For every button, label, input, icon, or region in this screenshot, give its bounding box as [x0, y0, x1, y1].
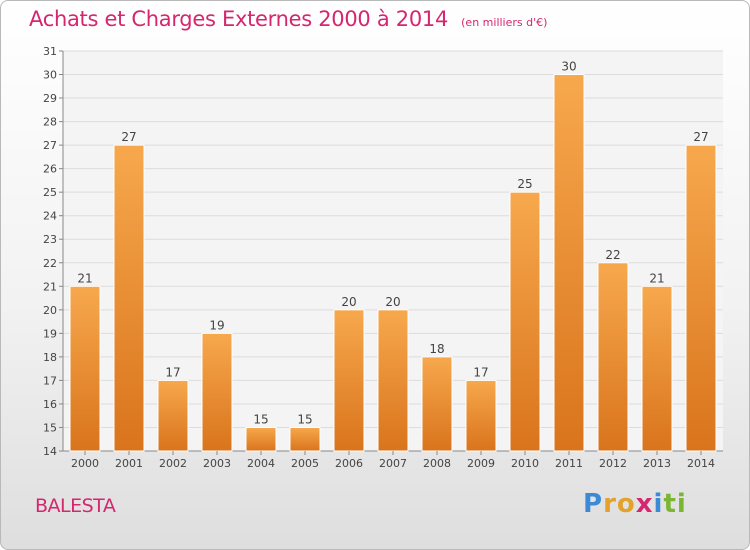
bar-2010 — [509, 191, 541, 452]
bar-value-label: 21 — [77, 271, 92, 285]
y-tick-label: 15 — [43, 421, 57, 434]
logo-letter: P — [583, 489, 604, 519]
logo-letter: o — [616, 489, 636, 519]
bar-2006 — [333, 309, 365, 452]
bar-2008 — [421, 356, 453, 452]
bar-value-label: 17 — [165, 365, 180, 379]
bar-value-label: 17 — [473, 365, 488, 379]
bar-value-label: 15 — [253, 412, 268, 426]
x-tick-label: 2008 — [423, 457, 451, 470]
bar-2009 — [465, 379, 497, 452]
y-tick-label: 19 — [43, 327, 57, 340]
x-tick-label: 2007 — [379, 457, 407, 470]
y-tick-label: 14 — [43, 445, 57, 458]
x-tick-label: 2011 — [555, 457, 583, 470]
bar-value-label: 27 — [121, 130, 136, 144]
bar-2014 — [685, 144, 717, 452]
y-tick-label: 23 — [43, 233, 57, 246]
x-tick-label: 2003 — [203, 457, 231, 470]
x-tick-label: 2013 — [643, 457, 671, 470]
y-tick-label: 21 — [43, 280, 57, 293]
x-tick-label: 2005 — [291, 457, 319, 470]
bar-value-label: 21 — [649, 271, 664, 285]
bar-2001 — [113, 144, 145, 452]
logo-letter: r — [603, 489, 617, 519]
chart-title: Achats et Charges Externes 2000 à 2014 (… — [29, 7, 547, 31]
y-tick-label: 27 — [43, 139, 57, 152]
y-tick-label: 30 — [43, 69, 57, 82]
bar-value-label: 19 — [209, 318, 224, 332]
y-tick-label: 24 — [43, 210, 57, 223]
bar-2011 — [553, 74, 585, 452]
bar-2002 — [157, 379, 189, 452]
y-tick-label: 28 — [43, 116, 57, 129]
y-tick-label: 22 — [43, 257, 57, 270]
bar-value-label: 25 — [517, 177, 532, 191]
y-tick-label: 31 — [43, 45, 57, 58]
bar-value-label: 18 — [429, 342, 444, 356]
bar-2000 — [69, 285, 101, 452]
logo-letter: t — [663, 489, 677, 519]
x-tick-label: 2006 — [335, 457, 363, 470]
bar-2007 — [377, 309, 409, 452]
y-tick-label: 20 — [43, 304, 57, 317]
x-tick-label: 2012 — [599, 457, 627, 470]
y-tick-label: 29 — [43, 92, 57, 105]
y-tick-label: 26 — [43, 163, 57, 176]
x-tick-label: 2000 — [71, 457, 99, 470]
x-tick-label: 2009 — [467, 457, 495, 470]
bar-value-label: 30 — [561, 60, 576, 74]
proxiti-logo: Proxiti — [583, 489, 687, 519]
bar-2005 — [289, 426, 321, 452]
chart-title-unit: (en milliers d'€) — [461, 16, 548, 29]
bar-2004 — [245, 426, 277, 452]
x-tick-label: 2002 — [159, 457, 187, 470]
x-tick-label: 2010 — [511, 457, 539, 470]
bar-value-label: 22 — [605, 248, 620, 262]
bar-value-label: 20 — [341, 295, 356, 309]
y-tick-label: 18 — [43, 351, 57, 364]
bar-value-label: 27 — [693, 130, 708, 144]
y-tick-label: 16 — [43, 398, 57, 411]
logo-letter: i — [676, 489, 687, 519]
bar-2012 — [597, 262, 629, 452]
chart-title-main: Achats et Charges Externes 2000 à 2014 — [29, 7, 449, 31]
bar-value-label: 15 — [297, 412, 312, 426]
bar-2003 — [201, 332, 233, 452]
logo-letter: x — [635, 489, 654, 519]
bar-2013 — [641, 285, 673, 452]
y-tick-label: 17 — [43, 374, 57, 387]
logo-letter: i — [653, 489, 664, 519]
commune-name: BALESTA — [35, 495, 116, 517]
x-tick-label: 2014 — [687, 457, 715, 470]
y-tick-label: 25 — [43, 186, 57, 199]
bar-value-label: 20 — [385, 295, 400, 309]
x-tick-label: 2004 — [247, 457, 275, 470]
x-tick-label: 2001 — [115, 457, 143, 470]
